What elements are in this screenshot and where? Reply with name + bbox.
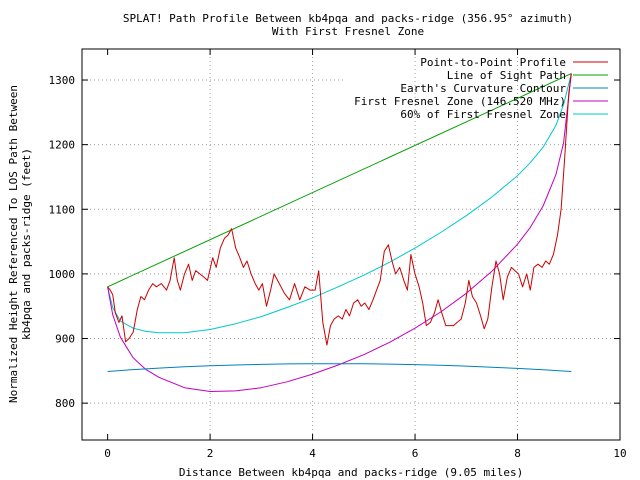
y-tick-label: 1300	[49, 74, 76, 87]
series-line-first-fresnel-zone-146-520-mhz	[107, 73, 572, 392]
x-tick-label: 2	[207, 447, 214, 460]
x-tick-label: 0	[104, 447, 111, 460]
chart-subtitle: With First Fresnel Zone	[272, 25, 424, 38]
series-line-point-to-point-profile	[107, 73, 572, 346]
legend-label-line-of-sight-path: Line of Sight Path	[447, 69, 566, 82]
y-tick-label: 1100	[49, 203, 76, 216]
x-tick-label: 10	[613, 447, 626, 460]
plot-frame	[81, 48, 621, 441]
y-tick-label: 1200	[49, 139, 76, 152]
series-line-line-of-sight-path	[107, 73, 572, 288]
x-tick-label: 4	[309, 447, 316, 460]
y-axis-label-line2: kb4pqa and packs-ridge (feet)	[20, 148, 33, 340]
series-line-earth-s-curvature-contour	[107, 363, 572, 372]
series-layer	[107, 73, 572, 392]
x-axis-label: Distance Between kb4pqa and packs-ridge …	[179, 466, 523, 479]
chart-title: SPLAT! Path Profile Between kb4pqa and p…	[123, 12, 573, 25]
legend-label-60-of-first-fresnel-zone: 60% of First Fresnel Zone	[400, 108, 566, 121]
axis-ticks: 0 2 4 6 8 10 800 900 1000 1100 1200 1300	[49, 49, 627, 460]
legend-label-first-fresnel-zone-146-520-mhz: First Fresnel Zone (146.520 MHz)	[354, 95, 566, 108]
y-tick-label: 1000	[49, 268, 76, 281]
x-tick-label: 8	[514, 447, 521, 460]
legend-label-point-to-point-profile: Point-to-Point Profile	[420, 56, 566, 69]
x-tick-label: 6	[412, 447, 419, 460]
grid	[82, 49, 620, 440]
y-tick-label: 800	[55, 397, 75, 410]
series-line-60-of-first-fresnel-zone	[107, 73, 572, 334]
y-axis-label-line1: Normalized Height Referenced To LOS Path…	[7, 85, 20, 403]
y-tick-label: 900	[55, 333, 75, 346]
legend-label-earth-s-curvature-contour: Earth's Curvature Contour	[400, 82, 566, 95]
